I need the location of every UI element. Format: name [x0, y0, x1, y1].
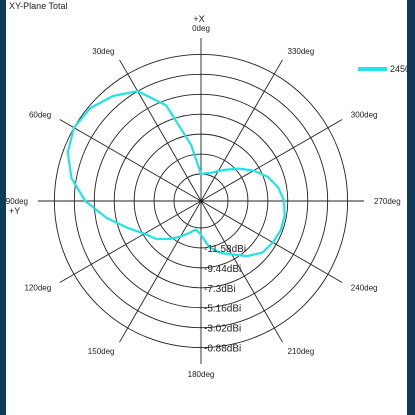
grid-spoke: [59, 119, 202, 202]
angle-tick-label: 270deg: [374, 197, 401, 206]
grid-spoke: [59, 200, 202, 283]
ring-value-label: -5.16dBi: [204, 304, 241, 315]
ring-value-label: -3.02dBi: [204, 324, 241, 335]
series-layer: [66, 90, 286, 258]
ring-value-label: -9.44dBi: [204, 264, 241, 275]
grid-layer: [38, 38, 364, 364]
grid-spoke: [119, 59, 202, 202]
legend: 2450: [358, 64, 407, 74]
angle-tick-label: 30deg: [92, 47, 114, 56]
angle-tick-label: 0deg: [192, 24, 210, 33]
polar-chart: +X +Y 0deg 30deg 60deg 90deg 120deg 150deg 180…: [6, 14, 407, 379]
grid-spoke: [200, 200, 283, 343]
angle-tick-label: 150deg: [88, 347, 115, 356]
legend-label: 2450: [390, 64, 407, 74]
angle-tick-label: 210deg: [288, 347, 315, 356]
angle-tick-label: 120deg: [24, 284, 51, 293]
series-line-2450: [66, 90, 286, 258]
angle-tick-label: 330deg: [288, 47, 315, 56]
angle-tick-label: 90deg: [6, 197, 28, 206]
angle-tick-label: 180deg: [188, 370, 215, 379]
y-axis-label: +Y: [9, 206, 20, 216]
label-layer: +X +Y 0deg 30deg 60deg 90deg 120deg 150deg 180…: [6, 14, 401, 379]
grid-spoke: [119, 200, 202, 343]
angle-tick-label: 240deg: [351, 284, 378, 293]
ring-value-label: -7.3dBi: [204, 284, 236, 295]
chart-frame: XY-Plane Total +X +Y 0deg 30deg 60deg 90deg…: [6, 0, 407, 415]
angle-tick-label: 60deg: [29, 111, 51, 120]
angle-tick-label: 300deg: [351, 111, 378, 120]
x-axis-label: +X: [193, 14, 204, 24]
ring-value-label: -0.88dBi: [204, 344, 241, 355]
grid-spoke: [200, 59, 283, 202]
chart-title: XY-Plane Total: [9, 1, 68, 11]
ring-value-label: -11.58dBi: [204, 244, 246, 255]
grid-spoke: [200, 119, 343, 202]
grid-spoke: [200, 200, 343, 283]
